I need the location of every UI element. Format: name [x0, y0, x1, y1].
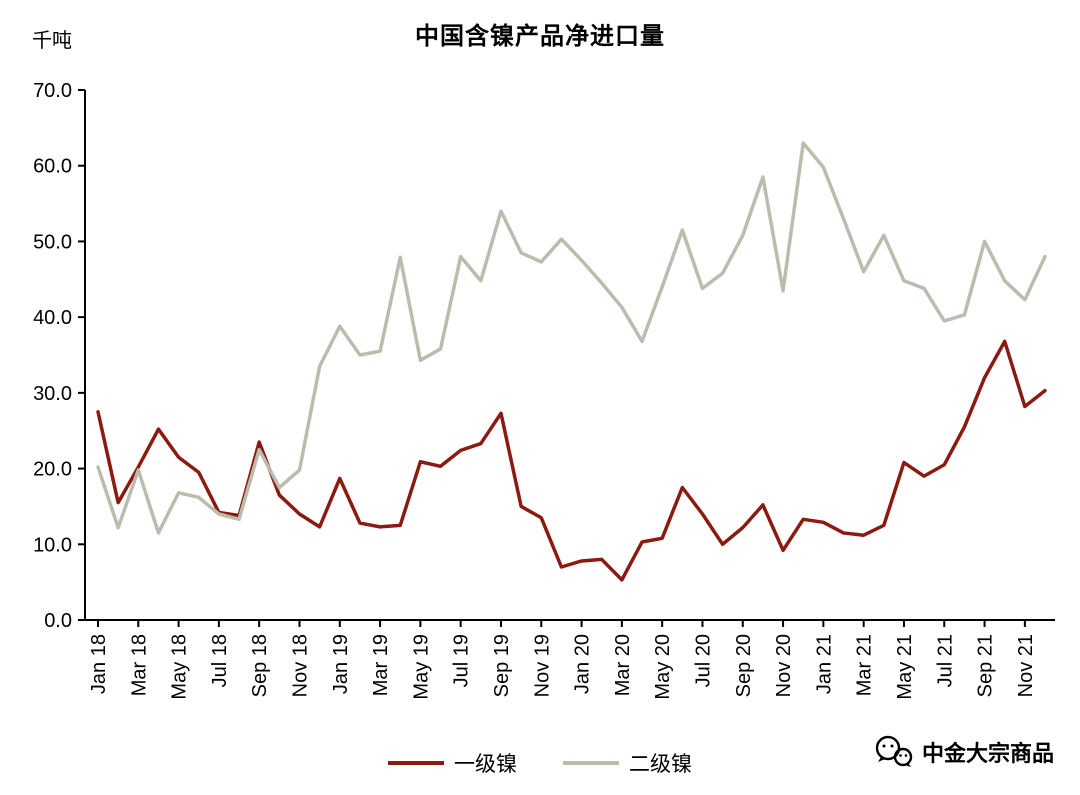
svg-text:Mar 20: Mar 20 — [612, 634, 634, 696]
svg-text:May 19: May 19 — [410, 634, 432, 700]
svg-text:Mar 18: Mar 18 — [128, 634, 150, 696]
svg-text:May 18: May 18 — [169, 634, 191, 700]
svg-text:Mar 21: Mar 21 — [854, 634, 876, 696]
svg-text:Nov 19: Nov 19 — [531, 634, 553, 697]
svg-text:Nov 20: Nov 20 — [773, 634, 795, 697]
chart-title: 中国含镍产品净进口量 — [415, 23, 665, 50]
svg-text:20.0: 20.0 — [33, 459, 72, 481]
svg-text:Jul 18: Jul 18 — [209, 634, 231, 687]
svg-text:40.0: 40.0 — [33, 307, 72, 329]
chart-legend: 一级镍 二级镍 — [388, 748, 692, 778]
legend-label-class1-nickel: 一级镍 — [454, 753, 517, 776]
svg-text:60.0: 60.0 — [33, 156, 72, 178]
brand-watermark: 中金大宗商品 — [871, 734, 1054, 770]
svg-text:70.0: 70.0 — [33, 80, 72, 102]
svg-text:May 20: May 20 — [652, 634, 674, 700]
y-axis-unit-label: 千吨 — [32, 30, 72, 52]
legend-label-class2-nickel: 二级镍 — [629, 753, 692, 776]
svg-text:Jul 19: Jul 19 — [451, 634, 473, 687]
svg-text:Jan 21: Jan 21 — [813, 634, 835, 694]
svg-text:Nov 18: Nov 18 — [289, 634, 311, 697]
svg-text:Sep 20: Sep 20 — [733, 634, 755, 697]
svg-text:30.0: 30.0 — [33, 383, 72, 405]
legend-item-class1-nickel: 一级镍 — [388, 748, 517, 778]
svg-text:Jan 18: Jan 18 — [88, 634, 110, 694]
legend-swatch-class1-nickel — [388, 761, 444, 765]
legend-item-class2-nickel: 二级镍 — [563, 748, 692, 778]
svg-text:Sep 18: Sep 18 — [249, 634, 271, 697]
wechat-icon — [875, 735, 913, 767]
svg-text:May 21: May 21 — [894, 634, 916, 700]
svg-text:Jul 20: Jul 20 — [692, 634, 714, 687]
svg-text:Mar 19: Mar 19 — [370, 634, 392, 696]
svg-text:0.0: 0.0 — [44, 610, 72, 632]
svg-text:Jan 19: Jan 19 — [330, 634, 352, 694]
legend-swatch-class2-nickel — [563, 761, 619, 765]
svg-text:Sep 21: Sep 21 — [975, 634, 997, 697]
svg-text:Sep 19: Sep 19 — [491, 634, 513, 697]
svg-text:Jan 20: Jan 20 — [572, 634, 594, 694]
svg-text:Nov 21: Nov 21 — [1015, 634, 1037, 697]
svg-text:10.0: 10.0 — [33, 534, 72, 556]
svg-text:Jul 21: Jul 21 — [934, 634, 956, 687]
brand-name: 中金大宗商品 — [921, 741, 1054, 766]
svg-text:50.0: 50.0 — [33, 231, 72, 253]
